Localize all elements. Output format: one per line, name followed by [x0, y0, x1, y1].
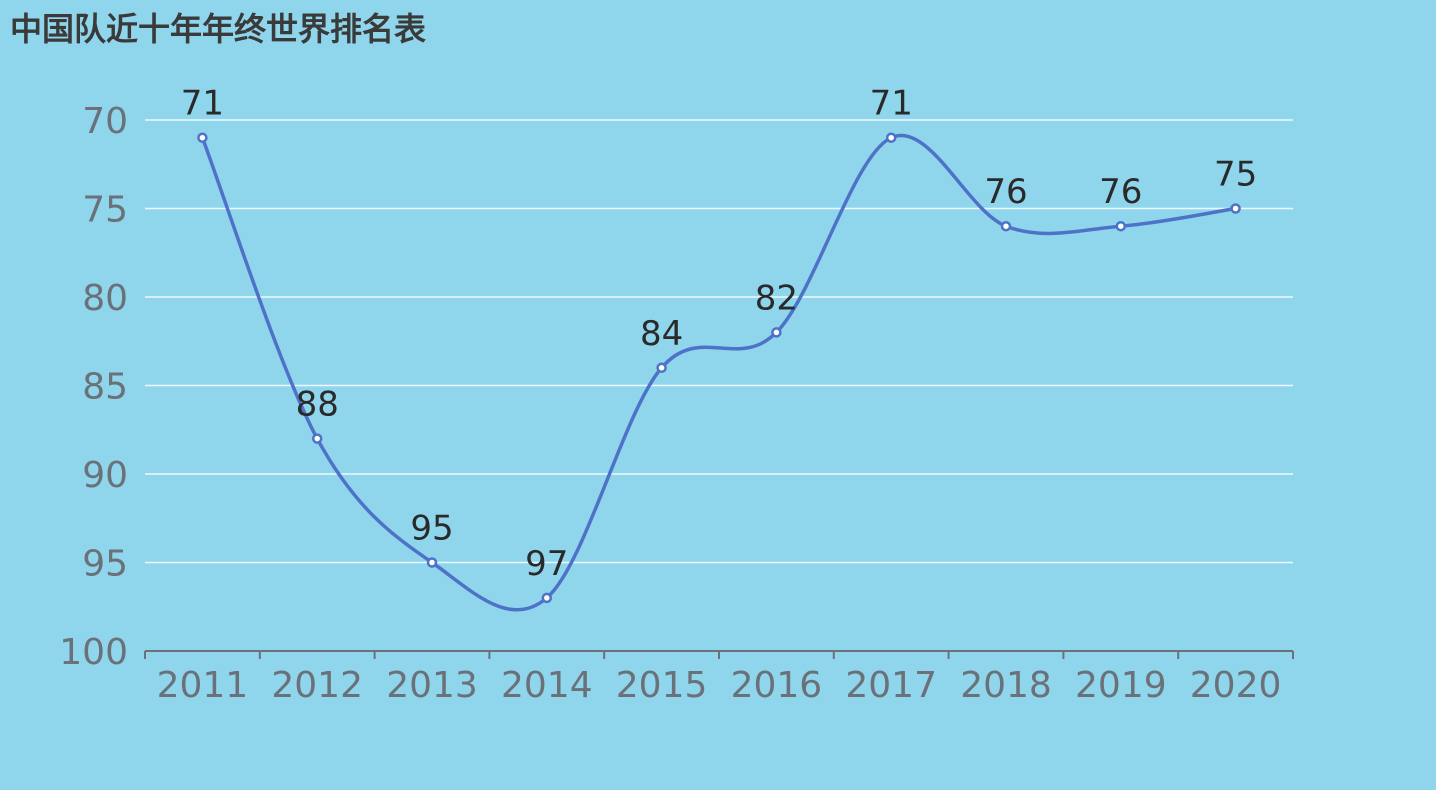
y-tick-label: 95 — [82, 544, 128, 585]
x-tick-label: 2018 — [960, 665, 1052, 706]
data-label: 71 — [181, 84, 224, 124]
x-tick-label: 2014 — [501, 665, 593, 706]
y-tick-label: 80 — [82, 278, 128, 319]
y-tick-label: 85 — [82, 367, 128, 408]
data-point — [1115, 220, 1127, 232]
data-label: 71 — [870, 84, 913, 124]
x-tick-label: 2011 — [157, 665, 249, 706]
x-tick-label: 2012 — [271, 665, 363, 706]
y-tick-label: 90 — [82, 455, 128, 496]
data-label: 75 — [1214, 155, 1257, 195]
data-point — [541, 592, 553, 604]
data-point — [771, 327, 782, 338]
data-point — [1000, 220, 1012, 232]
y-tick-label: 70 — [82, 101, 128, 142]
x-tick-label: 2020 — [1190, 665, 1282, 706]
data-label: 82 — [755, 278, 798, 318]
data-point — [885, 132, 897, 143]
x-tick-label: 2019 — [1075, 665, 1167, 706]
chart-title: 中国队近十年年终世界排名表 — [10, 10, 427, 48]
series-line — [200, 133, 1238, 612]
data-point — [197, 132, 208, 143]
x-tick-label: 2013 — [386, 665, 478, 706]
data-label: 95 — [410, 509, 453, 549]
data-point — [426, 557, 438, 568]
data-label: 76 — [1099, 172, 1142, 212]
x-tick-label: 2017 — [845, 665, 937, 706]
y-tick-label: 75 — [82, 190, 128, 231]
data-point — [311, 433, 323, 444]
data-point — [656, 362, 667, 374]
y-tick-label: 100 — [59, 632, 128, 673]
data-point — [1230, 203, 1241, 214]
data-label: 97 — [525, 544, 568, 584]
data-label: 84 — [640, 314, 683, 354]
x-tick-label: 2016 — [731, 665, 823, 706]
x-tick-label: 2015 — [616, 665, 708, 706]
data-label: 76 — [984, 172, 1027, 212]
data-label: 88 — [296, 385, 339, 425]
